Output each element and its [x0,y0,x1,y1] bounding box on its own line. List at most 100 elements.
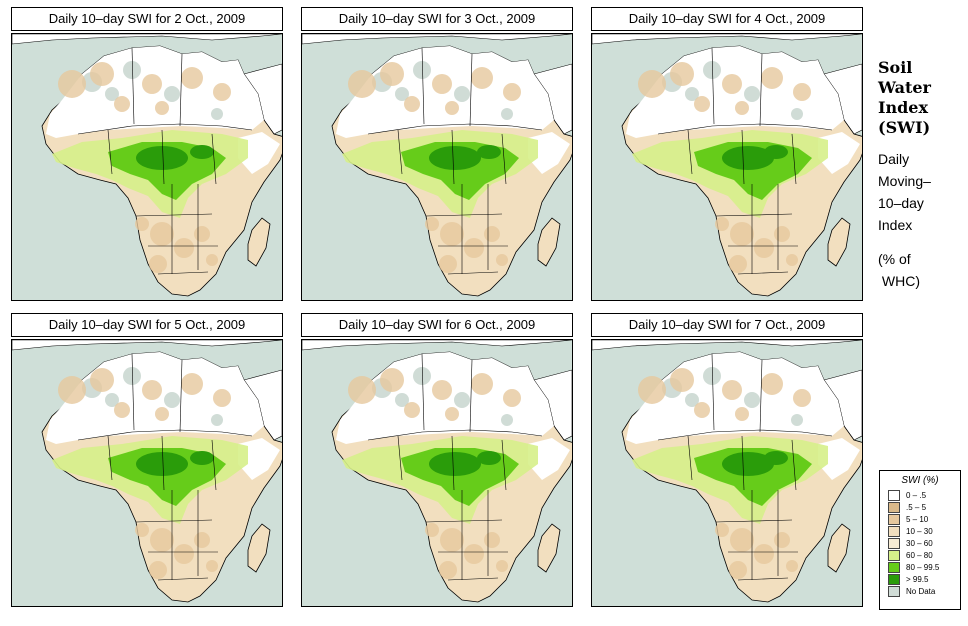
africa-map [591,339,863,607]
country-border [157,271,209,275]
nodata-patch [501,414,513,426]
nodata-patch [413,367,431,385]
legend-item: No Data [888,585,960,597]
legend-item: 5 – 10 [888,513,960,525]
country-border [131,353,135,431]
dry-patch [793,389,811,407]
legend-label: 5 – 10 [906,515,929,524]
dry-patch [114,96,130,112]
dry-patch [722,380,742,400]
country-border [447,577,499,581]
dry-patch [348,376,376,404]
dry-patch [722,74,742,94]
dry-patch [638,376,666,404]
unit-text: (% of WHC) [878,251,920,289]
horn-dry-zone [238,438,280,480]
dry-patch [496,254,508,266]
legend-item: 0 – .5 [888,489,960,501]
map-panel-1: Daily 10–day SWI for 2 Oct., 2009 [11,7,283,301]
country-border [741,129,745,185]
legend-item: .5 – 5 [888,501,960,513]
dry-patch [90,368,114,392]
nodata-patch [395,393,409,407]
country-border [759,53,763,127]
nodata-patch [211,108,223,120]
country-border [687,435,693,481]
saturated-core [190,145,214,159]
panel-title: Daily 10–day SWI for 6 Oct., 2009 [301,313,573,337]
map-svg [592,34,862,300]
legend-item: 80 – 99.5 [888,561,960,573]
nodata-patch [703,367,721,385]
country-border [451,129,455,185]
nodata-patch [105,393,119,407]
dry-patch [761,67,783,89]
nodata-patch [744,392,760,408]
nodata-patch [685,393,699,407]
dry-patch [181,373,203,395]
country-border [425,519,503,523]
dry-patch [439,561,457,579]
legend-label: 10 – 30 [906,527,933,536]
legend-swatch [888,526,900,537]
country-border [425,213,503,217]
country-border [687,129,693,175]
dry-patch [786,254,798,266]
country-border [715,519,793,523]
dry-patch [786,560,798,572]
nodata-patch [791,414,803,426]
dry-patch [380,62,404,86]
legend-swatch [888,562,900,573]
saturated-core [429,452,481,476]
africa-map [11,33,283,301]
legend-swatch [888,538,900,549]
nodata-patch [164,392,180,408]
panel-title: Daily 10–day SWI for 3 Oct., 2009 [301,7,573,31]
dry-patch [730,222,754,246]
dry-patch [206,254,218,266]
europe-landmass [302,34,572,45]
africa-map [301,33,573,301]
dry-patch [670,62,694,86]
europe-landmass [12,34,282,45]
country-border [135,519,213,523]
desc-text: Daily Moving– 10–day Index [878,151,931,233]
country-border [737,577,789,581]
map-svg [302,340,572,606]
saturated-core [477,451,501,465]
dry-patch [90,62,114,86]
map-svg [12,340,282,606]
saturated-core [190,451,214,465]
dry-patch [213,389,231,407]
legend-label: No Data [906,587,936,596]
dry-patch [150,528,174,552]
horn-dry-zone [528,438,570,480]
legend-label: .5 – 5 [906,503,927,512]
country-border [737,271,789,275]
map-panel-2: Daily 10–day SWI for 3 Oct., 2009 [301,7,573,301]
dry-patch [439,255,457,273]
dry-patch [425,217,439,231]
dry-patch [735,407,749,421]
dry-patch [730,528,754,552]
nodata-patch [164,86,180,102]
country-border [759,359,763,433]
dry-patch [638,70,666,98]
nodata-patch [685,87,699,101]
nodata-patch [454,392,470,408]
country-border [157,577,209,581]
dry-patch [774,532,790,548]
dry-patch [694,96,710,112]
saturated-core [764,145,788,159]
country-border [107,129,113,175]
nodata-patch [791,108,803,120]
africa-map [11,339,283,607]
legend-label: 80 – 99.5 [906,563,940,572]
nodata-patch [211,414,223,426]
country-border [161,129,165,185]
country-border [161,435,165,491]
dry-patch [774,226,790,242]
nodata-patch [744,86,760,102]
country-border [447,271,499,275]
legend-item: > 99.5 [888,573,960,585]
